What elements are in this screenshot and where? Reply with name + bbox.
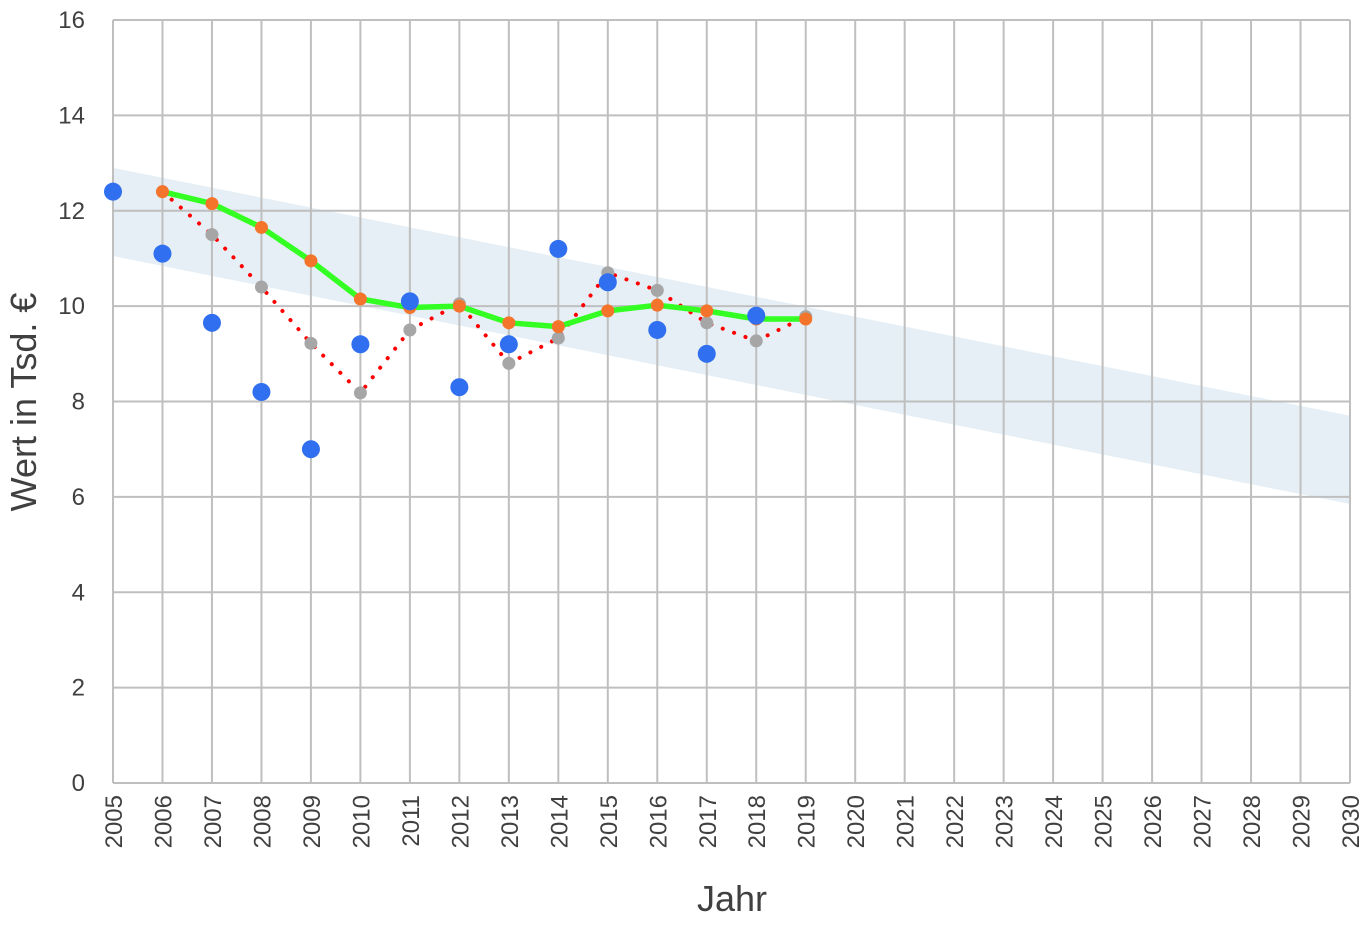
y-tick-label: 16 <box>58 7 85 34</box>
gridlines <box>112 19 1351 784</box>
x-tick-label: 2022 <box>942 795 969 848</box>
scatter-point <box>104 182 122 201</box>
scatter-point <box>400 292 419 311</box>
x-tick-label: 2023 <box>992 795 1019 848</box>
dotted-series-point <box>254 280 268 294</box>
scatter-point <box>747 306 766 325</box>
dotted-series-point <box>353 386 367 400</box>
data-series <box>104 182 813 459</box>
scatter-point <box>450 378 469 397</box>
y-tick-label: 10 <box>58 293 85 320</box>
dotted-series-point <box>650 283 664 297</box>
y-tick-label: 8 <box>72 389 85 416</box>
x-axis-title: Jahr <box>697 878 767 919</box>
scatter-point <box>301 440 320 459</box>
dotted-series-point <box>749 334 763 348</box>
x-tick-labels: 2005 2006 2007 2008 2009 2010 2011 2012 2013 2014… <box>101 795 1365 848</box>
x-tick-label: 2024 <box>1041 795 1068 848</box>
y-tick-label: 0 <box>72 770 85 797</box>
dotted-series-point <box>502 356 516 370</box>
scatter-point <box>153 244 172 263</box>
scatter-point <box>499 335 518 354</box>
y-tick-label: 14 <box>58 102 85 129</box>
x-tick-label: 2009 <box>299 795 326 848</box>
x-tick-label: 2019 <box>794 795 821 848</box>
x-tick-label: 2006 <box>150 795 177 848</box>
x-tick-label: 2021 <box>893 795 920 848</box>
x-tick-label: 2017 <box>695 795 722 848</box>
scatter-point <box>697 344 716 363</box>
solid-series-point <box>601 304 615 318</box>
solid-series-point <box>304 254 318 268</box>
x-tick-label: 2028 <box>1239 795 1266 848</box>
solid-series-point <box>700 304 714 318</box>
y-axis-title: Wert in Tsd. € <box>3 293 44 512</box>
y-tick-label: 4 <box>72 579 85 606</box>
dotted-series-point <box>205 228 219 242</box>
x-tick-label: 2027 <box>1190 795 1217 848</box>
dotted-series-point <box>403 323 417 337</box>
x-tick-label: 2011 <box>398 795 425 847</box>
scatter-point <box>598 273 617 292</box>
x-tick-label: 2013 <box>497 795 524 848</box>
y-tick-labels: 0 2 4 6 8 10 12 14 16 <box>58 7 85 797</box>
x-tick-label: 2012 <box>447 795 474 848</box>
x-tick-label: 2026 <box>1140 795 1167 848</box>
solid-series-point <box>650 298 664 312</box>
x-tick-label: 2008 <box>249 795 276 848</box>
solid-series-point <box>353 292 367 306</box>
y-tick-label: 2 <box>72 675 85 702</box>
x-tick-label: 2005 <box>101 795 128 848</box>
solid-series-point <box>254 220 268 234</box>
x-tick-label: 2016 <box>645 795 672 848</box>
x-tick-label: 2007 <box>200 795 227 848</box>
scatter-point <box>351 335 370 354</box>
scatter-point <box>648 320 667 339</box>
solid-series-point <box>155 185 169 199</box>
x-tick-label: 2015 <box>596 795 623 848</box>
solid-series-point <box>502 316 516 330</box>
x-tick-label: 2030 <box>1338 795 1365 848</box>
y-tick-label: 12 <box>58 198 85 225</box>
solid-series-point <box>452 299 466 313</box>
solid-series-point <box>551 320 565 334</box>
solid-series-point <box>799 312 813 326</box>
y-tick-label: 6 <box>72 484 85 511</box>
x-tick-label: 2025 <box>1091 795 1118 848</box>
x-tick-label: 2029 <box>1289 795 1316 848</box>
x-tick-label: 2018 <box>744 795 771 848</box>
scatter-point <box>252 382 271 401</box>
forecast-band-layer <box>113 167 1350 505</box>
forecast-band <box>113 167 1350 505</box>
solid-series-point <box>205 197 219 211</box>
scatter-point <box>549 239 568 258</box>
dotted-series-point <box>304 336 318 350</box>
x-tick-label: 2010 <box>348 795 375 848</box>
solid-series-line <box>159 188 809 330</box>
dotted-series-point <box>700 316 714 330</box>
x-tick-label: 2020 <box>843 795 870 848</box>
scatter-point <box>202 313 221 332</box>
x-tick-label: 2014 <box>546 795 573 848</box>
dotted-series-point <box>551 331 565 345</box>
